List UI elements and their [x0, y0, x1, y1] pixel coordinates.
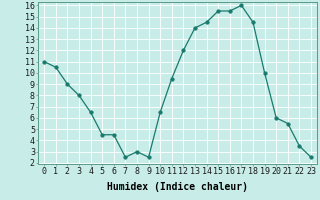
X-axis label: Humidex (Indice chaleur): Humidex (Indice chaleur): [107, 182, 248, 192]
